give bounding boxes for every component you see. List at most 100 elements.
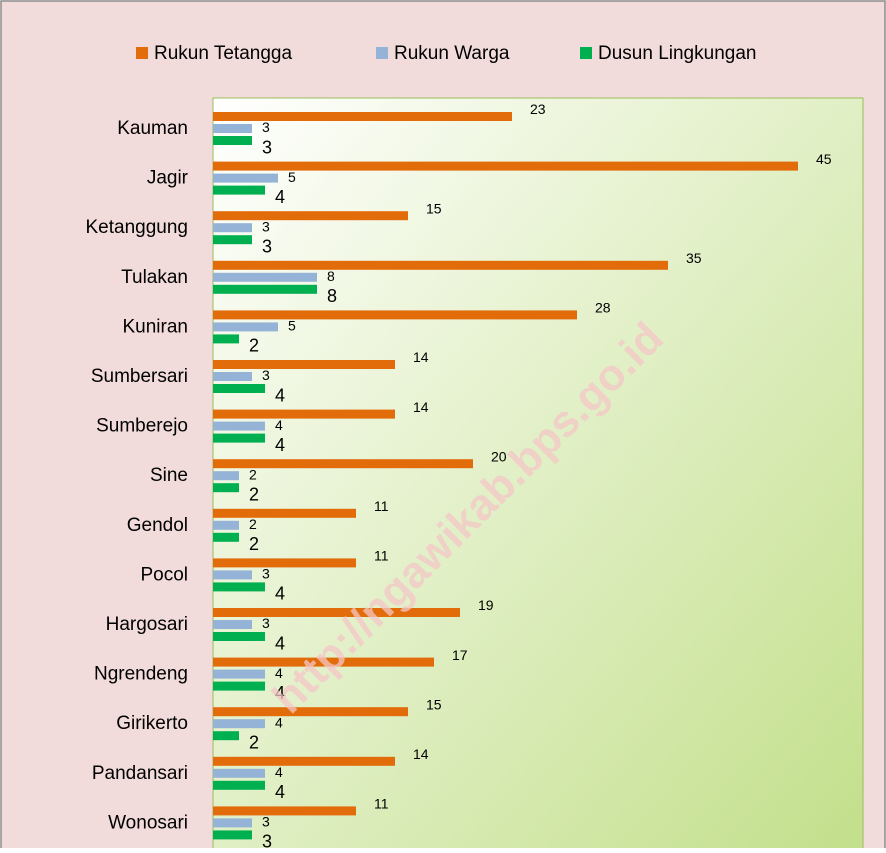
data-label: 4 <box>275 683 285 703</box>
bar <box>213 483 239 493</box>
y-tick-label: Sumberejo <box>96 416 188 437</box>
data-label: 8 <box>327 268 335 284</box>
data-label: 4 <box>275 714 283 730</box>
bar <box>213 433 265 443</box>
data-label: 17 <box>452 647 468 663</box>
bar <box>213 161 798 171</box>
bar <box>213 124 252 133</box>
y-tick-label: Sine <box>150 465 188 486</box>
bar <box>213 532 239 542</box>
bar <box>213 223 252 233</box>
bar <box>213 384 265 393</box>
y-tick-label: Ketanggung <box>86 217 189 238</box>
data-label: 2 <box>249 534 259 554</box>
data-label: 11 <box>374 548 389 564</box>
data-label: 3 <box>262 367 270 383</box>
data-label: 8 <box>327 286 337 306</box>
bar <box>213 780 265 790</box>
bar <box>213 260 668 270</box>
bar <box>213 508 356 518</box>
legend-label: Dusun Lingkungan <box>598 43 756 64</box>
y-tick-label: Hargosari <box>106 614 188 635</box>
data-label: 19 <box>478 597 494 613</box>
data-label: 4 <box>275 385 285 405</box>
y-tick-label: Wonosari <box>108 812 188 833</box>
data-label: 3 <box>262 832 272 848</box>
bar <box>213 322 278 332</box>
bar <box>213 657 434 667</box>
bar <box>213 272 317 282</box>
y-tick-label: Jagir <box>147 168 189 189</box>
data-label: 4 <box>275 584 285 604</box>
bar <box>213 818 252 828</box>
data-label: 3 <box>262 137 272 157</box>
bar <box>213 372 252 381</box>
bar <box>213 235 252 245</box>
data-label: 14 <box>413 399 429 415</box>
data-label: 4 <box>275 665 283 681</box>
bar <box>213 681 265 691</box>
data-label: 15 <box>426 696 442 712</box>
bar <box>213 632 265 641</box>
data-label: 5 <box>288 169 296 185</box>
data-label: 2 <box>249 732 259 752</box>
data-label: 2 <box>249 466 257 482</box>
legend-swatch <box>376 47 388 59</box>
legend-label: Rukun Tetangga <box>154 43 292 64</box>
data-label: 4 <box>275 782 285 802</box>
bar <box>213 570 252 580</box>
data-label: 20 <box>491 448 507 464</box>
y-tick-label: Girikerto <box>116 713 188 734</box>
bar <box>213 211 408 221</box>
bar <box>213 459 473 469</box>
data-label: 15 <box>426 200 442 216</box>
data-label: 2 <box>249 484 259 504</box>
bar <box>213 707 408 717</box>
bar <box>213 768 265 778</box>
data-label: 2 <box>249 336 259 356</box>
bar <box>213 112 512 121</box>
bar <box>213 830 252 840</box>
data-label: 5 <box>288 318 296 334</box>
y-tick-label: Sumbersari <box>91 366 188 387</box>
plot-area <box>212 97 864 853</box>
bar <box>213 719 265 729</box>
bar <box>213 173 278 183</box>
bar <box>213 360 395 369</box>
bar <box>213 284 317 294</box>
bar <box>213 731 239 741</box>
y-tick-label: Gendol <box>127 515 188 536</box>
y-tick-label: Tulakan <box>121 267 188 288</box>
data-label: 28 <box>595 300 611 316</box>
bar <box>213 409 395 419</box>
bar <box>213 608 460 617</box>
bar <box>213 756 395 766</box>
data-label: 4 <box>275 633 285 653</box>
data-label: 35 <box>686 250 702 266</box>
y-tick-label: Pandansari <box>92 763 188 784</box>
data-label: 4 <box>275 417 283 433</box>
bar <box>213 310 577 320</box>
bar <box>213 806 356 816</box>
bar <box>213 421 265 431</box>
y-tick-label: Ngrendeng <box>94 664 188 685</box>
bar <box>213 620 252 629</box>
bar <box>213 471 239 481</box>
y-tick-label: Kuniran <box>123 316 189 337</box>
bar <box>213 185 265 195</box>
data-label: 23 <box>530 101 546 117</box>
data-label: 3 <box>262 566 270 582</box>
y-tick-label: Pocol <box>140 564 188 585</box>
data-label: 4 <box>275 187 285 207</box>
data-label: 4 <box>275 764 283 780</box>
bar <box>213 558 356 568</box>
data-label: 3 <box>262 119 270 135</box>
data-label: 14 <box>413 349 429 365</box>
bar <box>213 334 239 344</box>
data-label: 3 <box>262 814 270 830</box>
data-label: 11 <box>374 498 389 514</box>
bar <box>213 520 239 530</box>
legend-swatch <box>136 47 148 59</box>
data-label: 4 <box>275 435 285 455</box>
